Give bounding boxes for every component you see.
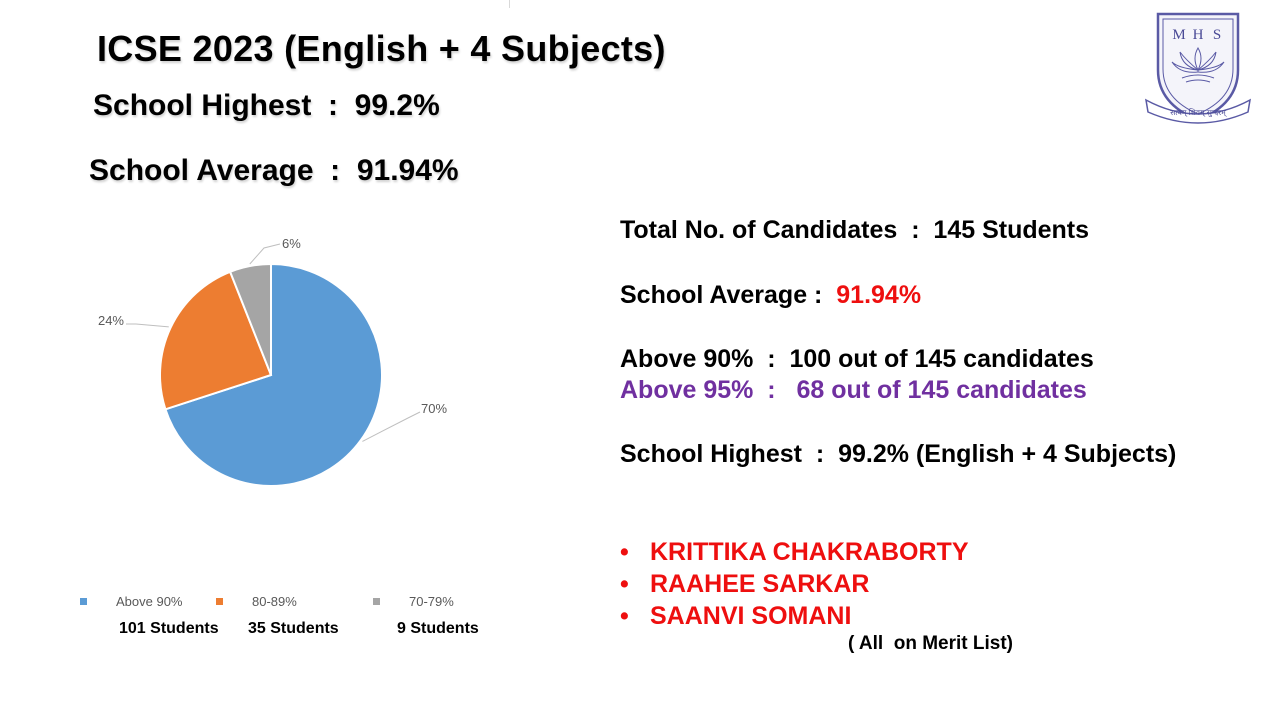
count-above-90: 101 Students <box>119 620 219 637</box>
bullet-icon: • <box>620 570 629 598</box>
bullet-icon: • <box>620 538 629 566</box>
topper-name: KRITTIKA CHAKRABORTY <box>650 538 969 566</box>
school-average-line: School Average : 91.94% <box>620 281 921 310</box>
count-70-79: 9 Students <box>397 620 479 637</box>
legend-item-above-90: Above 90% <box>80 594 183 609</box>
results-pie-chart: 70% 24% 6% <box>98 236 447 487</box>
leader-line-0 <box>362 411 421 442</box>
above-95-line: Above 95% : 68 out of 145 candidates <box>620 376 1087 404</box>
data-label-0: 70% <box>421 401 447 416</box>
bullet-icon: • <box>620 602 629 630</box>
school-highest-heading: School Highest : 99.2% <box>93 89 440 122</box>
count-80-89: 35 Students <box>248 620 339 637</box>
school-average-heading: School Average : 91.94% <box>89 154 459 187</box>
list-item: • RAAHEE SARKAR <box>620 568 969 600</box>
leader-line-1 <box>126 323 169 328</box>
total-candidates-line: Total No. of Candidates : 145 Students <box>620 216 1090 244</box>
legend-label-above-90: Above 90% <box>116 594 183 609</box>
school-average-value: 91.94% <box>836 281 922 309</box>
lotus-crest-icon: M H S सत्यम् शिवम् सुन्दरम् <box>1145 12 1251 124</box>
school-highest-line: School Highest : 99.2% (English + 4 Subj… <box>620 440 1177 468</box>
leader-line-2 <box>249 243 281 265</box>
topper-name: SAANVI SOMANI <box>650 602 852 630</box>
crest-letter-h: H <box>1193 27 1204 43</box>
legend-swatch-70-79 <box>373 598 380 606</box>
list-item: • SAANVI SOMANI <box>620 600 969 632</box>
school-average-label: School Average : <box>620 281 837 309</box>
pie-slice-0 <box>164 262 383 487</box>
crest-motto: सत्यम् शिवम् सुन्दरम् <box>1170 108 1226 118</box>
legend-swatch-80-89 <box>216 598 223 606</box>
pie-slice-2 <box>228 262 272 376</box>
top-divider-tick <box>509 0 510 8</box>
topper-list: • KRITTIKA CHAKRABORTY • RAAHEE SARKAR • SA… <box>620 536 969 632</box>
legend-label-80-89: 80-89% <box>252 594 297 609</box>
slide-title: ICSE 2023 (English + 4 Subjects) <box>97 28 666 69</box>
legend-item-70-79: 70-79% <box>373 594 454 609</box>
legend-label-70-79: 70-79% <box>409 594 454 609</box>
topper-name: RAAHEE SARKAR <box>650 570 870 598</box>
data-label-1: 24% <box>98 313 124 328</box>
merit-note: ( All on Merit List) <box>848 633 1014 654</box>
data-label-2: 6% <box>282 236 301 251</box>
list-item: • KRITTIKA CHAKRABORTY <box>620 536 969 568</box>
crest-letter-s: S <box>1213 27 1221 43</box>
legend-swatch-above-90 <box>80 598 87 606</box>
crest-letter-m: M <box>1172 27 1185 43</box>
legend-item-80-89: 80-89% <box>216 594 297 609</box>
above-90-line: Above 90% : 100 out of 145 candidates <box>620 345 1094 373</box>
